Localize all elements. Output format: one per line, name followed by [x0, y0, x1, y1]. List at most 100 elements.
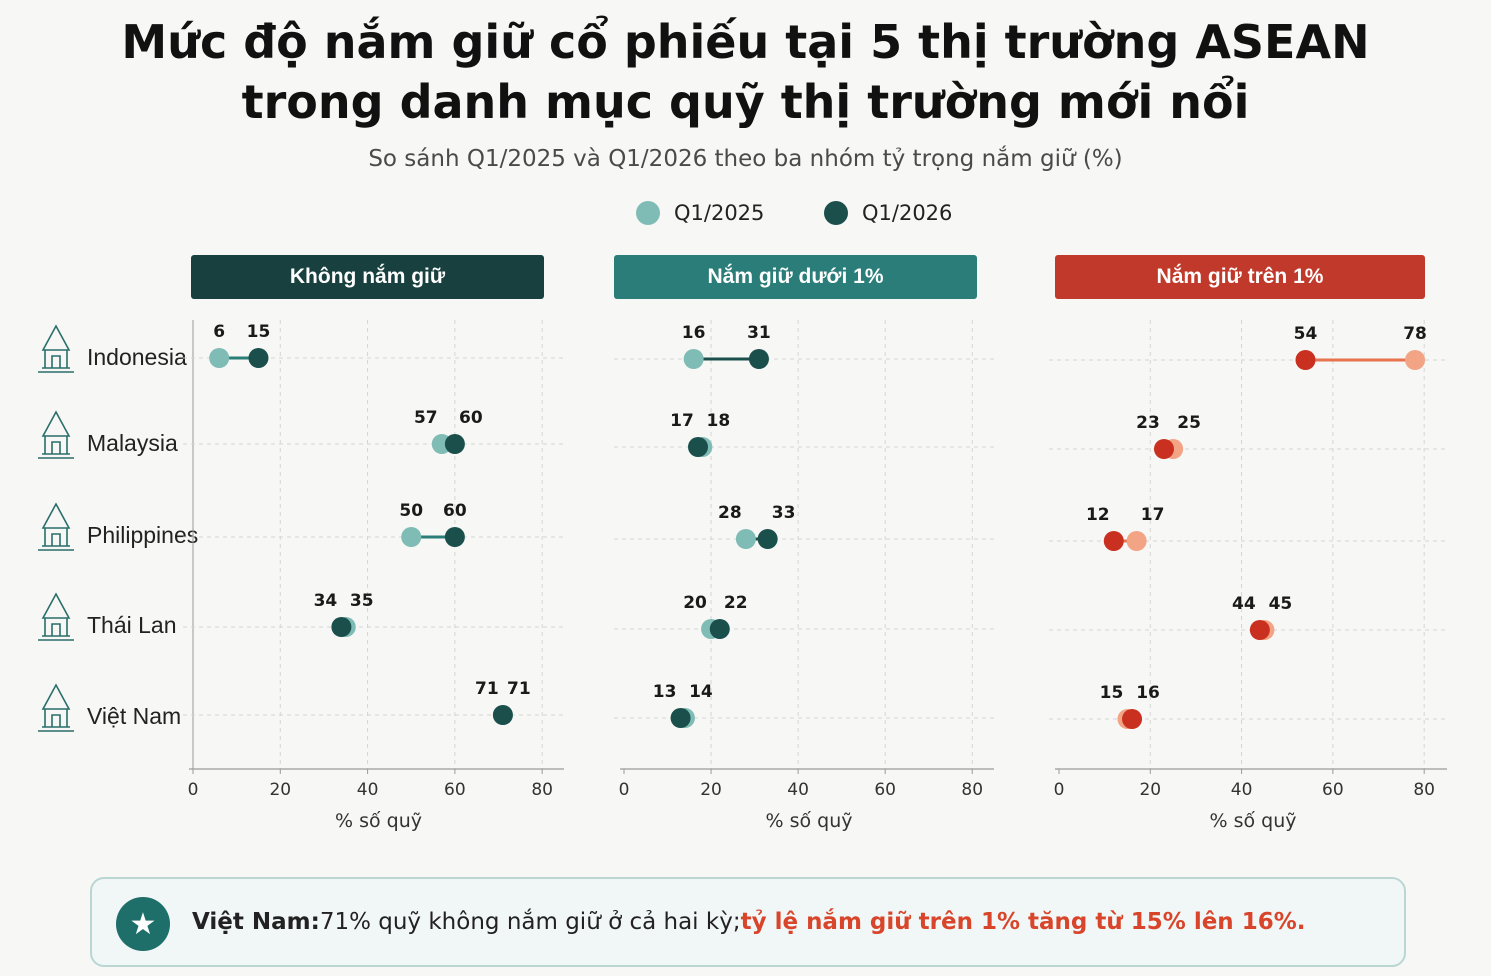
label-q1-2026: 31	[747, 323, 771, 343]
label-q1-2025: 35	[350, 591, 374, 611]
label-q1-2025: 28	[718, 503, 742, 523]
label-q1-2025: 16	[682, 323, 706, 343]
legend: Q1/2025 Q1/2026	[0, 201, 1491, 233]
label-q1-2025: 6	[213, 322, 225, 342]
landmark-icon	[38, 410, 74, 459]
panel-2: 0 20 40 60 80 % số quỹ 54 78 23 25 12 17 44 45 15 16	[1049, 320, 1447, 832]
label-q1-2025: 50	[399, 501, 423, 521]
country-label-3: Thái Lan	[87, 612, 177, 638]
callout-body: 71% quỹ không nắm giữ ở cả hai kỳ;	[319, 909, 741, 935]
x-tick-label: 60	[1322, 780, 1344, 800]
label-q1-2025: 20	[683, 593, 707, 613]
label-q1-2026: 44	[1232, 594, 1256, 614]
panel-1: 0 20 40 60 80 % số quỹ 16 31 17 18 28 33 20 22 13 14	[614, 320, 994, 832]
x-tick-label: 80	[1413, 780, 1435, 800]
callout-bold: Việt Nam:	[192, 909, 320, 935]
point-q1-2026	[248, 348, 269, 368]
title-line-1: Mức độ nắm giữ cổ phiếu tại 5 thị trường…	[121, 15, 1370, 69]
legend-label-q1-2026: Q1/2026	[862, 201, 953, 225]
point-q1-2026	[1122, 709, 1143, 729]
country-icon-4	[38, 683, 74, 732]
point-q1-2025	[1126, 531, 1147, 551]
x-tick-label: 0	[188, 780, 199, 800]
point-q1-2025	[735, 529, 756, 549]
country-icon-1	[38, 410, 74, 459]
legend-swatch-q1-2026	[824, 201, 848, 225]
x-tick-label: 80	[961, 780, 983, 800]
star-icon: ★	[116, 897, 170, 951]
x-axis-label: % số quỹ	[335, 810, 422, 832]
legend-item-q1-2025: Q1/2025	[636, 201, 764, 225]
label-q1-2026: 15	[247, 322, 271, 342]
x-tick-label: 60	[444, 780, 466, 800]
legend-label-q1-2025: Q1/2025	[674, 201, 765, 225]
x-tick-label: 40	[787, 780, 809, 800]
dumbbell-chart: Indonesia Malaysia Philippines Thái Lan Việt…	[38, 320, 1447, 832]
label-q1-2026: 33	[772, 503, 796, 523]
x-tick-label: 40	[357, 780, 379, 800]
panel-header-tren-1: Nắm giữ trên 1%	[1055, 255, 1425, 299]
x-tick-label: 40	[1231, 780, 1253, 800]
label-q1-2026: 34	[314, 591, 338, 611]
country-label-0: Indonesia	[87, 344, 187, 370]
landmark-icon	[38, 502, 74, 551]
label-q1-2026: 54	[1294, 324, 1318, 344]
legend-swatch-q1-2025	[636, 201, 660, 225]
x-tick-label: 0	[619, 780, 630, 800]
point-q1-2026	[670, 708, 691, 728]
landmark-icon	[38, 324, 74, 373]
point-q1-2025	[401, 527, 422, 547]
label-q1-2025: 17	[1141, 505, 1165, 525]
x-tick-label: 80	[531, 780, 553, 800]
label-q1-2026: 12	[1086, 505, 1110, 525]
landmark-icon	[38, 683, 74, 732]
point-q1-2025	[209, 348, 230, 368]
x-axis-label: % số quỹ	[1209, 810, 1296, 832]
x-axis-label: % số quỹ	[765, 810, 852, 832]
point-q1-2026	[331, 617, 352, 637]
country-label-1: Malaysia	[87, 430, 178, 456]
label-q1-2025: 14	[689, 682, 713, 702]
panel-0: 0 20 40 60 80 % số quỹ 6 15 57 60 50 60 34 35 71 71	[183, 320, 564, 832]
label-q1-2025: 18	[707, 411, 731, 431]
point-q1-2026	[492, 705, 513, 725]
label-q1-2026: 22	[724, 593, 748, 613]
panel-header-duoi-1: Nắm giữ dưới 1%	[614, 255, 977, 299]
panel-header-khong-nam-giu: Không nắm giữ	[191, 255, 544, 299]
label-q1-2026: 60	[459, 408, 483, 428]
callout-text: Việt Nam: 71% quỹ không nắm giữ ở cả hai…	[192, 879, 1305, 965]
callout-highlight: tỷ lệ nắm giữ trên 1% tăng từ 15% lên 16…	[740, 909, 1306, 935]
label-q1-2026: 13	[653, 682, 677, 702]
label-q1-2025: 45	[1269, 594, 1293, 614]
point-q1-2026	[1249, 620, 1270, 640]
country-label-4: Việt Nam	[87, 703, 181, 729]
legend-item-q1-2026: Q1/2026	[824, 201, 952, 225]
point-q1-2026	[444, 434, 465, 454]
x-tick-label: 0	[1054, 780, 1065, 800]
label-q1-2026: 17	[670, 411, 694, 431]
x-tick-label: 20	[1139, 780, 1161, 800]
label-q1-2025: 57	[414, 408, 438, 428]
country-icon-2	[38, 502, 74, 551]
point-q1-2026	[1103, 531, 1124, 551]
point-q1-2026	[1153, 439, 1174, 459]
chart-subtitle: So sánh Q1/2025 và Q1/2026 theo ba nhóm …	[368, 146, 1123, 172]
x-tick-label: 20	[700, 780, 722, 800]
label-q1-2025: 25	[1177, 413, 1201, 433]
landmark-icon	[38, 592, 74, 641]
chart-title: Mức độ nắm giữ cổ phiếu tại 5 thị trường…	[0, 12, 1491, 132]
point-q1-2025	[683, 349, 704, 369]
label-q1-2026: 60	[443, 501, 467, 521]
point-q1-2026	[748, 349, 769, 369]
label-q1-2025: 78	[1403, 324, 1427, 344]
x-tick-label: 20	[269, 780, 291, 800]
label-q1-2025: 15	[1100, 683, 1124, 703]
title-line-2: trong danh mục quỹ thị trường mới nổi	[241, 75, 1250, 129]
x-tick-label: 60	[874, 780, 896, 800]
label-q1-2026: 71	[507, 679, 531, 699]
label-q1-2026: 16	[1136, 683, 1160, 703]
point-q1-2026	[444, 527, 465, 547]
point-q1-2026	[757, 529, 778, 549]
label-q1-2025: 71	[475, 679, 499, 699]
label-q1-2026: 23	[1136, 413, 1160, 433]
